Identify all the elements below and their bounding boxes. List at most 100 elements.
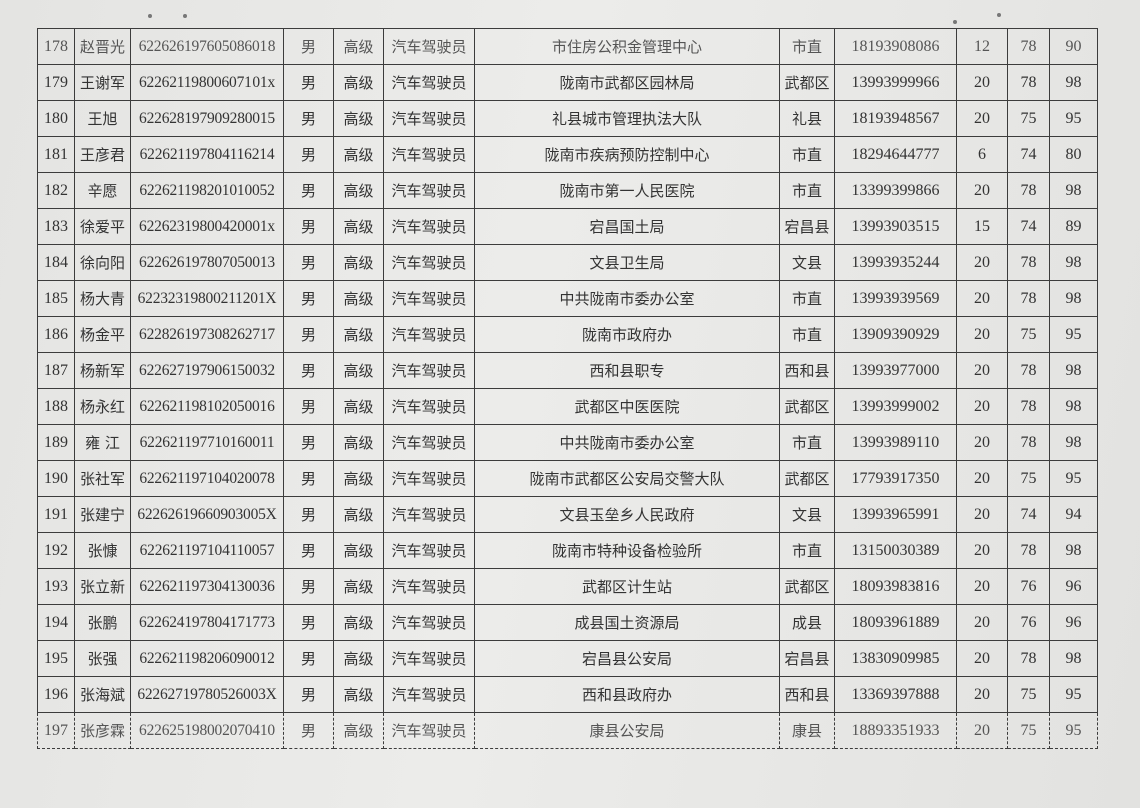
total-score-cell: 94 — [1049, 496, 1098, 533]
id-number-cell: 622621198201010052 — [130, 172, 284, 209]
row-number-cell: 191 — [37, 496, 75, 533]
level-cell: 高级 — [333, 100, 384, 137]
id-number-cell: 62262319800420001x — [130, 208, 284, 245]
name-cell: 徐向阳 — [74, 244, 131, 281]
name-cell: 赵晋光 — [74, 28, 131, 65]
district-cell: 武都区 — [779, 388, 835, 425]
name-cell: 王彦君 — [74, 136, 131, 173]
job-title-cell: 汽车驾驶员 — [383, 172, 475, 209]
id-number-cell: 622621197710160011 — [130, 424, 284, 461]
phone-cell: 18193948567 — [834, 100, 957, 137]
row-number-cell: 186 — [37, 316, 75, 353]
gender-cell: 男 — [283, 352, 334, 389]
score-a-cell: 20 — [956, 100, 1008, 137]
phone-cell: 13993939569 — [834, 280, 957, 317]
district-cell: 市直 — [779, 28, 835, 65]
gender-cell: 男 — [283, 100, 334, 137]
score-a-cell: 20 — [956, 676, 1008, 713]
job-title-cell: 汽车驾驶员 — [383, 244, 475, 281]
table-row: 187 杨新军 622627197906150032 男高级 汽车驾驶员 西和县职专 西和县… — [37, 352, 1098, 389]
gender-cell: 男 — [283, 424, 334, 461]
row-number-cell: 192 — [37, 532, 75, 569]
id-number-cell: 622621198102050016 — [130, 388, 284, 425]
table-row: 189 雍 江 622621197710160011 男高级 汽车驾驶员 中共陇南市委办公… — [37, 424, 1098, 461]
total-score-cell: 98 — [1049, 424, 1098, 461]
score-a-cell: 20 — [956, 280, 1008, 317]
district-cell: 武都区 — [779, 568, 835, 605]
id-number-cell: 62262719780526003X — [130, 676, 284, 713]
row-number-cell: 181 — [37, 136, 75, 173]
score-a-cell: 20 — [956, 316, 1008, 353]
job-title-cell: 汽车驾驶员 — [383, 280, 475, 317]
gender-cell: 男 — [283, 712, 334, 749]
total-score-cell: 98 — [1049, 388, 1098, 425]
id-number-cell: 622621198206090012 — [130, 640, 284, 677]
level-cell: 高级 — [333, 64, 384, 101]
gender-cell: 男 — [283, 604, 334, 641]
score-a-cell: 20 — [956, 712, 1008, 749]
level-cell: 高级 — [333, 460, 384, 497]
table-row: 179 王谢军 622621198006071 01x 男高级 汽车驾驶员 陇南市武都区园… — [37, 64, 1098, 101]
employer-cell: 宕昌县公安局 — [474, 640, 780, 677]
district-cell: 市直 — [779, 172, 835, 209]
phone-cell: 13993935244 — [834, 244, 957, 281]
id-number-cell: 622625198002070410 — [130, 712, 284, 749]
total-score-cell: 89 — [1049, 208, 1098, 245]
employer-cell: 陇南市武都区园林局 — [474, 64, 780, 101]
row-number-cell: 188 — [37, 388, 75, 425]
district-cell: 市直 — [779, 424, 835, 461]
name-cell: 张彦霖 — [74, 712, 131, 749]
id-number-cell: 622626197807050013 — [130, 244, 284, 281]
paper-speck — [953, 20, 957, 24]
table-row: 180 王旭 622628197909280015 男高级 汽车驾驶员 礼县城市管理执法大… — [37, 100, 1098, 137]
job-title-cell: 汽车驾驶员 — [383, 604, 475, 641]
total-score-cell: 95 — [1049, 460, 1098, 497]
score-a-cell: 20 — [956, 532, 1008, 569]
paper-speck — [183, 14, 187, 18]
score-b-cell: 78 — [1007, 640, 1050, 677]
employer-cell: 中共陇南市委办公室 — [474, 280, 780, 317]
gender-cell: 男 — [283, 244, 334, 281]
score-b-cell: 78 — [1007, 388, 1050, 425]
employer-cell: 中共陇南市委办公室 — [474, 424, 780, 461]
table-row: 185 杨大青 62232319800211201X 男高级 汽车驾驶员 中共陇南市委办公… — [37, 280, 1098, 317]
row-number-cell: 179 — [37, 64, 75, 101]
district-cell: 武都区 — [779, 460, 835, 497]
total-score-cell: 98 — [1049, 244, 1098, 281]
paper-speck — [997, 13, 1001, 17]
gender-cell: 男 — [283, 496, 334, 533]
name-cell: 张鹏 — [74, 604, 131, 641]
name-cell: 杨永红 — [74, 388, 131, 425]
row-number-cell: 190 — [37, 460, 75, 497]
table-row: 196 张海斌 62262719780526003X 男高级 汽车驾驶员 西和县政府办 西和… — [37, 676, 1098, 713]
district-cell: 宕昌县 — [779, 208, 835, 245]
employer-cell: 成县国土资源局 — [474, 604, 780, 641]
name-cell: 徐爱平 — [74, 208, 131, 245]
gender-cell: 男 — [283, 172, 334, 209]
district-cell: 礼县 — [779, 100, 835, 137]
district-cell: 市直 — [779, 316, 835, 353]
phone-cell: 13399399866 — [834, 172, 957, 209]
score-a-cell: 20 — [956, 64, 1008, 101]
row-number-cell: 194 — [37, 604, 75, 641]
phone-cell: 18193908086 — [834, 28, 957, 65]
district-cell: 市直 — [779, 136, 835, 173]
job-title-cell: 汽车驾驶员 — [383, 496, 475, 533]
table-row: 191 张建宁 62262619660903005X 男高级 汽车驾驶员 文县玉垒乡人民政… — [37, 496, 1098, 533]
job-title-cell: 汽车驾驶员 — [383, 532, 475, 569]
district-cell: 西和县 — [779, 352, 835, 389]
row-number-cell: 178 — [37, 28, 75, 65]
job-title-cell: 汽车驾驶员 — [383, 640, 475, 677]
employer-cell: 陇南市疾病预防控制中心 — [474, 136, 780, 173]
table-row: 193 张立新 622621197304130036 男高级 汽车驾驶员 武都区计生站 武都… — [37, 568, 1098, 605]
id-number-cell: 622621197804116214 — [130, 136, 284, 173]
level-cell: 高级 — [333, 280, 384, 317]
gender-cell: 男 — [283, 388, 334, 425]
employer-cell: 文县玉垒乡人民政府 — [474, 496, 780, 533]
total-score-cell: 98 — [1049, 280, 1098, 317]
level-cell: 高级 — [333, 388, 384, 425]
level-cell: 高级 — [333, 136, 384, 173]
id-number-cell: 622621198006071 01x — [130, 64, 284, 101]
total-score-cell: 98 — [1049, 64, 1098, 101]
table-row: 182 辛愿 622621198201010052 男高级 汽车驾驶员 陇南市第一人民医院… — [37, 172, 1098, 209]
